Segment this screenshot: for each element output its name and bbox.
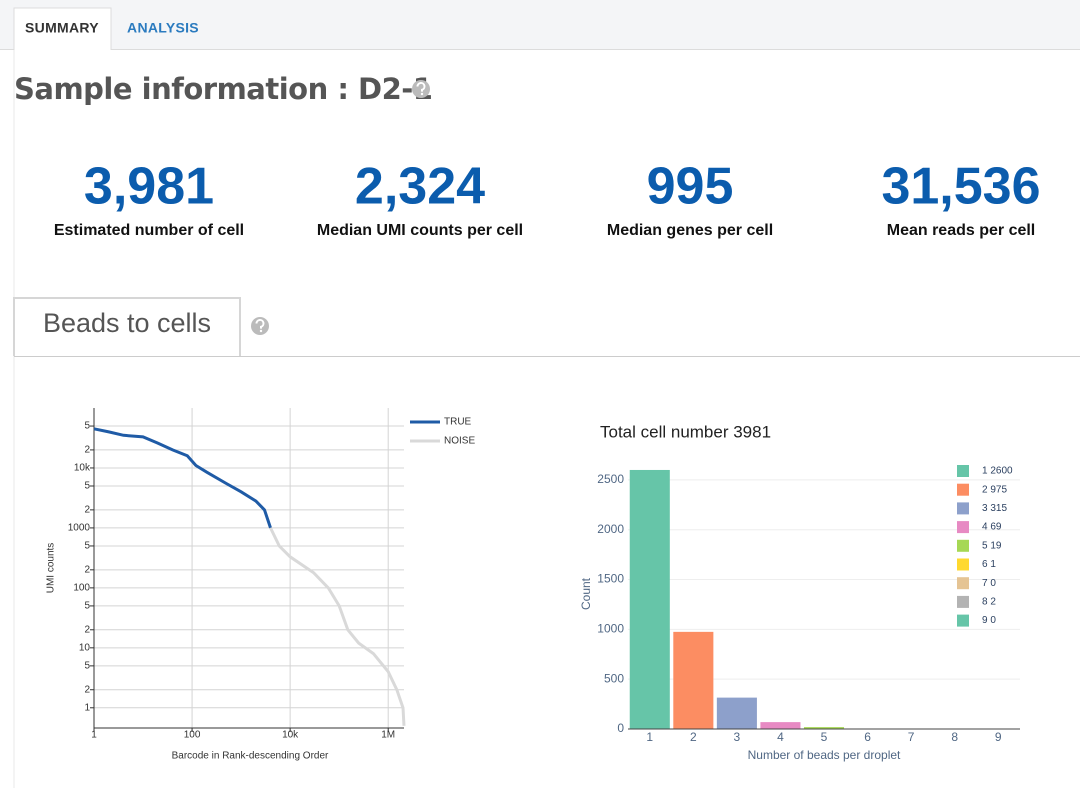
legend-label: 3 315 [982, 503, 1007, 514]
legend-label: 4 69 [982, 522, 1002, 533]
y-tick-label: 2 [84, 684, 90, 695]
section-tab [13, 297, 241, 356]
x-tick-label: 1M [381, 730, 395, 741]
legend-swatch [957, 595, 969, 608]
y-tick-label: 5 [84, 601, 90, 612]
legend-swatch [957, 577, 969, 590]
y-tick-label: 2 [84, 505, 90, 516]
x-tick-label: 4 [777, 730, 784, 744]
legend-swatch [957, 558, 969, 571]
y-tick-label: 5 [84, 541, 90, 552]
chart-title: Total cell number 3981 [600, 422, 771, 441]
metric-value: 995 [647, 158, 734, 216]
legend-label: 6 1 [982, 559, 996, 570]
legend-swatch [957, 521, 969, 534]
x-tick-label: 1 [646, 730, 653, 744]
legend-label: NOISE [444, 436, 475, 447]
line-series [269, 527, 406, 726]
y-tick-label: 1 [84, 702, 90, 713]
y-tick-label: 2500 [597, 472, 624, 486]
metric-label: Median UMI counts per cell [317, 222, 523, 239]
y-tick-label: 2 [84, 624, 90, 635]
legend-label: 7 0 [982, 578, 996, 589]
legend-label: 2 975 [982, 484, 1007, 495]
x-tick-label: 7 [908, 730, 915, 744]
legend-swatch [957, 483, 969, 496]
help-icon[interactable] [412, 80, 430, 98]
x-tick-label: 6 [864, 730, 871, 744]
x-tick-label: 3 [734, 730, 741, 744]
metric-label: Median genes per cell [607, 222, 773, 239]
y-tick-label: 1000 [68, 523, 91, 534]
help-icon[interactable] [251, 317, 269, 335]
line-series [93, 427, 272, 529]
tab-summary[interactable]: SUMMARY [25, 20, 99, 36]
legend-label: 5 19 [982, 540, 1002, 551]
legend-label: 9 0 [982, 615, 996, 626]
page-title: Sample information : D2-1 [14, 72, 432, 106]
tab-analysis[interactable]: ANALYSIS [127, 20, 199, 36]
x-tick-label: 9 [995, 730, 1002, 744]
legend-label: TRUE [444, 417, 472, 428]
section-title: Beads to cells [43, 308, 211, 338]
y-tick-label: 2000 [597, 522, 624, 536]
metric-value: 31,536 [881, 158, 1040, 216]
y-tick-label: 2 [84, 445, 90, 456]
y-tick-label: 2 [84, 564, 90, 575]
metric-label: Mean reads per cell [887, 222, 1036, 239]
bar [673, 631, 714, 729]
legend-swatch [957, 502, 969, 515]
x-tick-label: 10k [282, 730, 299, 741]
bar [760, 722, 801, 729]
x-tick-label: 8 [951, 730, 958, 744]
metric-value: 3,981 [84, 158, 214, 216]
y-tick-label: 5 [84, 661, 90, 672]
y-axis-label: Count [579, 577, 593, 610]
metric-label: Estimated number of cell [54, 222, 244, 239]
active-tab[interactable] [13, 7, 112, 50]
y-tick-label: 500 [604, 671, 624, 685]
bar [803, 727, 845, 729]
x-axis-label: Number of beads per droplet [748, 748, 901, 762]
y-tick-label: 1000 [597, 622, 624, 636]
x-tick-label: 100 [184, 730, 201, 741]
legend-swatch [957, 539, 969, 552]
x-tick-label: 5 [821, 730, 828, 744]
bar [629, 469, 670, 729]
y-tick-label: 0 [617, 721, 624, 735]
tab-bar [0, 0, 1080, 50]
legend-swatch [957, 465, 969, 477]
y-tick-label: 100 [73, 583, 90, 594]
bar [716, 697, 757, 729]
metric-value: 2,324 [355, 158, 485, 216]
legend-swatch [957, 614, 969, 627]
y-tick-label: 10k [74, 463, 91, 474]
y-tick-label: 1500 [597, 572, 624, 586]
x-axis-label: Barcode in Rank-descending Order [172, 751, 329, 762]
y-axis-label: UMI counts [46, 543, 57, 594]
y-tick-label: 5 [84, 421, 90, 432]
y-tick-label: 5 [84, 481, 90, 492]
x-tick-label: 2 [690, 730, 697, 744]
legend-label: 8 2 [982, 597, 996, 608]
legend-label: 1 2600 [982, 466, 1013, 477]
y-tick-label: 10 [79, 642, 91, 653]
x-tick-label: 1 [91, 730, 97, 741]
